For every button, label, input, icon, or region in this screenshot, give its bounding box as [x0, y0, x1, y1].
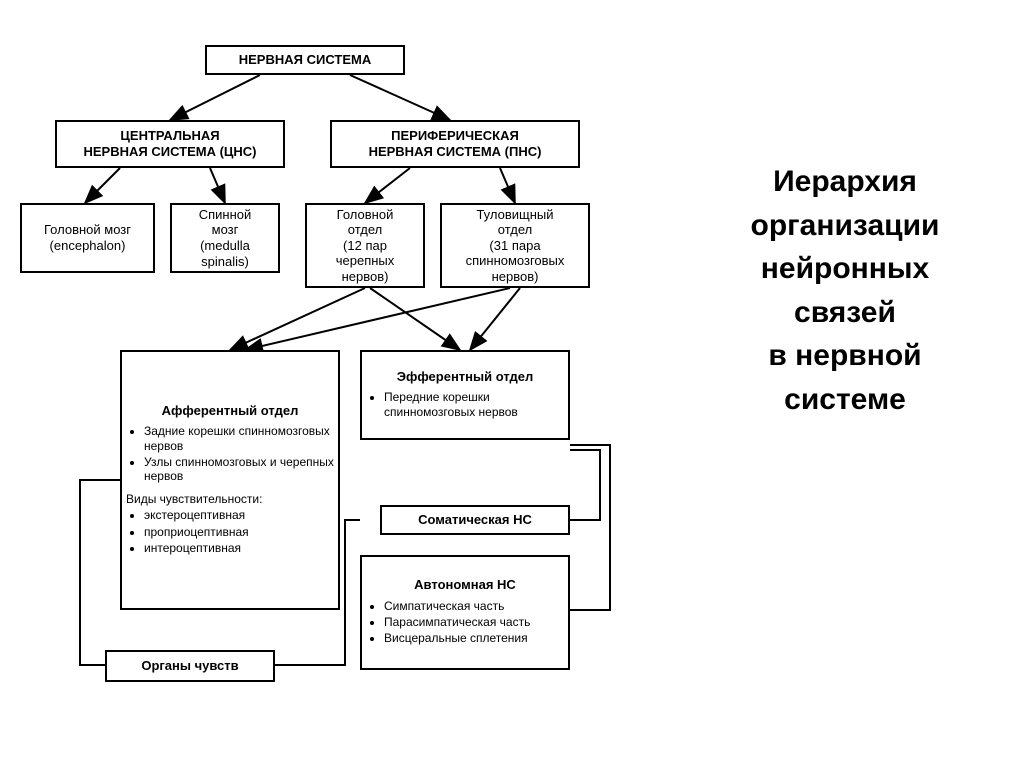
node-head_div: Головнойотдел(12 парчерепныхнервов) — [305, 203, 425, 288]
diagram-title: Иерархияорганизациинейронныхсвязейв нерв… — [680, 160, 1010, 421]
diagram-canvas: НЕРВНАЯ СИСТЕМА ЦЕНТРАЛЬНАЯНЕРВНАЯ СИСТЕМ… — [10, 30, 660, 750]
node-spinal: Спинноймозг(medullaspinalis) — [170, 203, 280, 273]
node-trunk_div: Туловищныйотдел(31 параспинномозговыхнер… — [440, 203, 590, 288]
node-somatic: Соматическая НС — [380, 505, 570, 535]
node-cns: ЦЕНТРАЛЬНАЯНЕРВНАЯ СИСТЕМА (ЦНС) — [55, 120, 285, 168]
node-efferent: Эфферентный отделПередние корешки спинно… — [360, 350, 570, 440]
node-afferent: Афферентный отделЗадние корешки спинномо… — [120, 350, 340, 610]
node-root: НЕРВНАЯ СИСТЕМА — [205, 45, 405, 75]
node-autonomic: Автономная НССимпатическая частьПарасимп… — [360, 555, 570, 670]
node-senses: Органы чувств — [105, 650, 275, 682]
node-pns: ПЕРИФЕРИЧЕСКАЯНЕРВНАЯ СИСТЕМА (ПНС) — [330, 120, 580, 168]
node-brain: Головной мозг(encephalon) — [20, 203, 155, 273]
